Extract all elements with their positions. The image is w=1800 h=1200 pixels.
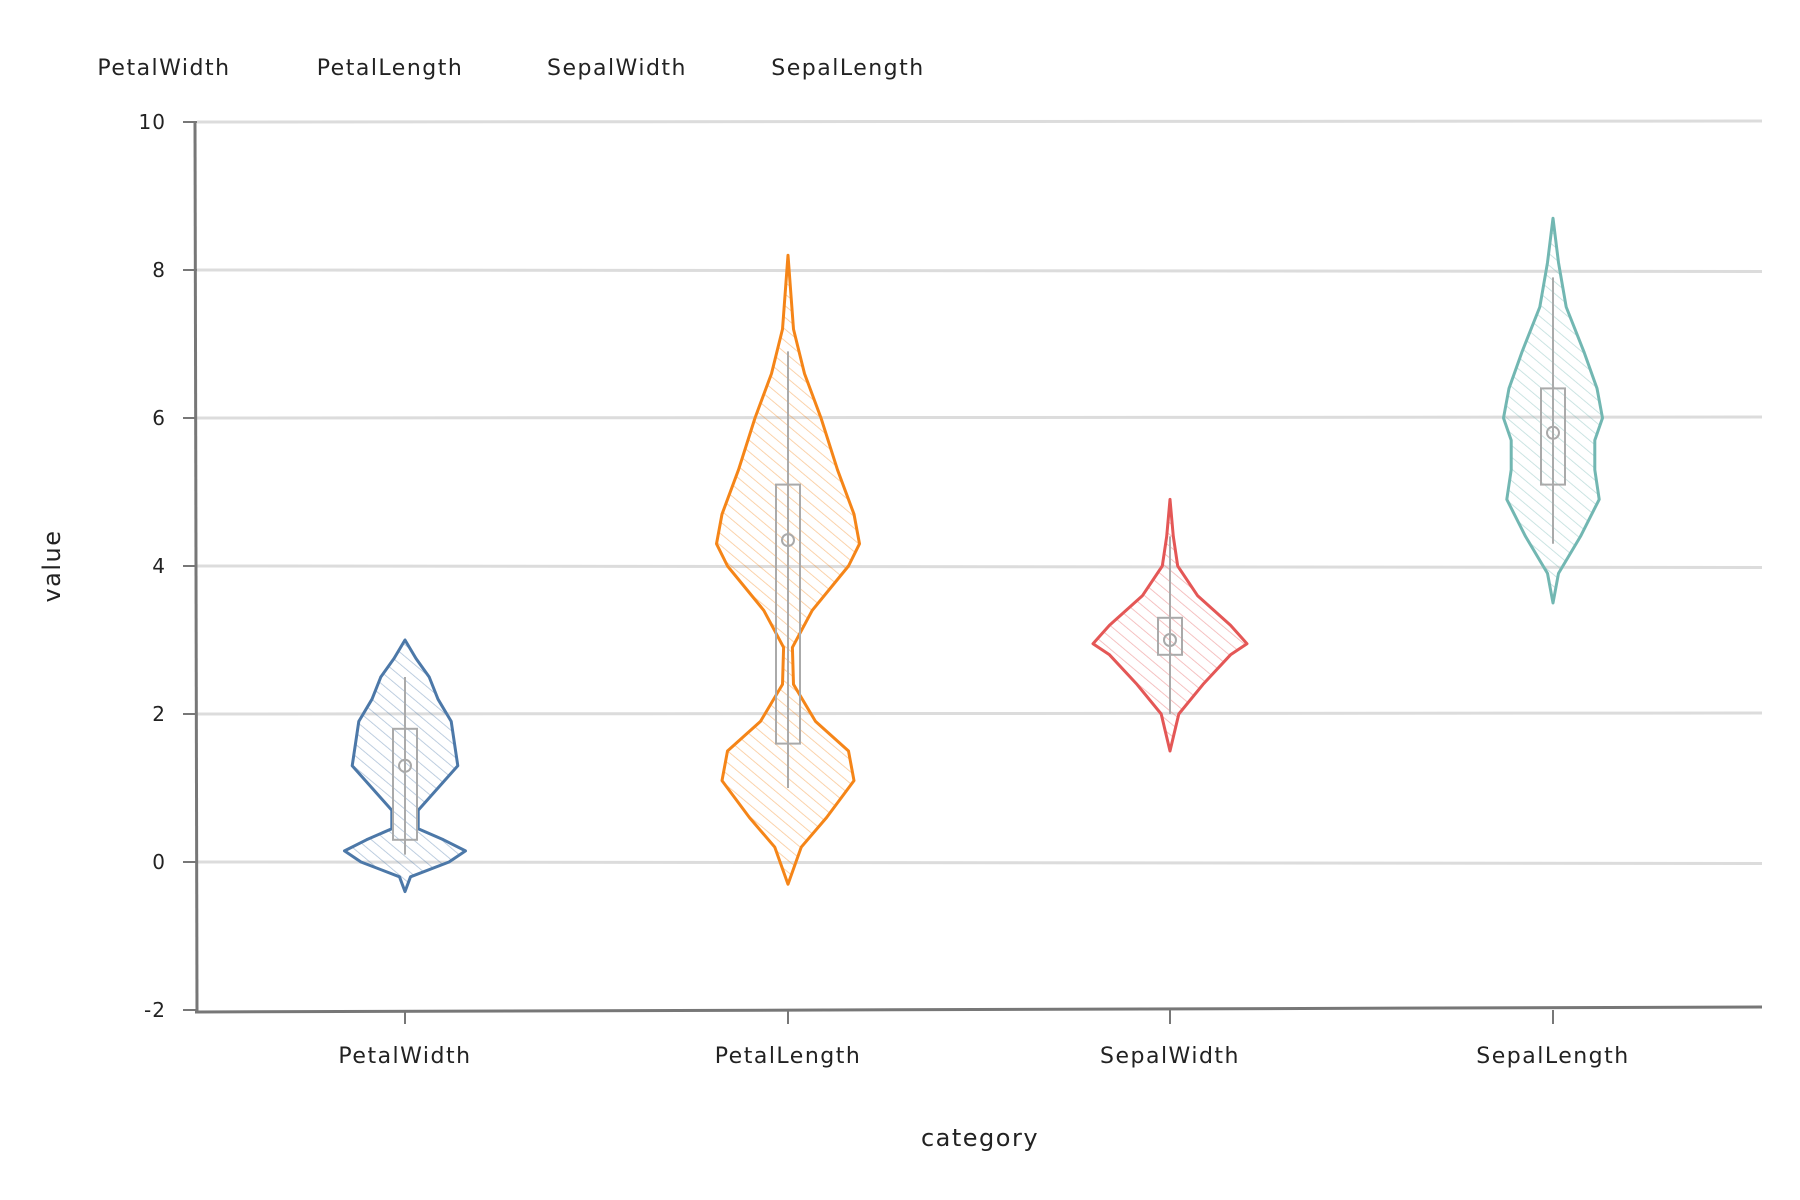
grid-line (196, 711, 1763, 716)
y-tick-label: -2 (144, 998, 166, 1022)
legend-item: SepalLength (771, 56, 924, 81)
y-tick-label: 8 (152, 258, 166, 282)
violins (343, 216, 1604, 894)
median-marker (1546, 425, 1560, 440)
legend: PetalWidth PetalLength SepalWidth SepalLeng… (97, 56, 924, 81)
legend-item: PetalWidth (97, 56, 230, 81)
violin-outline (343, 638, 467, 894)
y-tick-label: 10 (139, 110, 166, 134)
grid-line (196, 415, 1763, 420)
x-tick-label: PetalWidth (338, 1044, 471, 1069)
x-axis-ticks: PetalWidth PetalLength SepalWidth SepalLeng… (338, 1010, 1629, 1069)
violin-PetalWidth (343, 638, 467, 894)
y-tick-label: 6 (152, 406, 166, 430)
y-tick-label: 4 (152, 554, 166, 578)
violin-SepalLength (1502, 216, 1604, 605)
x-tick-label: PetalLength (715, 1044, 862, 1069)
legend-item: SepalWidth (547, 56, 687, 81)
violin-outline (1091, 497, 1249, 753)
y-tick-label: 2 (152, 702, 166, 726)
iqr-box (1157, 616, 1183, 656)
grid-lines (196, 119, 1763, 865)
grid-line (196, 268, 1763, 273)
y-tick-label: 0 (152, 850, 166, 874)
x-tick-label: SepalWidth (1100, 1044, 1240, 1069)
grid-line (196, 564, 1763, 569)
median-marker (781, 533, 795, 548)
iqr-box (1540, 387, 1566, 486)
y-axis-title: value (38, 529, 66, 602)
x-axis-title: category (921, 1124, 1039, 1152)
grid-line (196, 119, 1763, 124)
violin-outline (715, 253, 861, 886)
iqr-box (392, 727, 418, 841)
legend-item: PetalLength (317, 56, 464, 81)
median-marker (398, 758, 412, 773)
x-tick-label: SepalLength (1476, 1044, 1629, 1069)
median-marker (1163, 633, 1177, 647)
y-axis-line (193, 121, 199, 1013)
iqr-box (775, 483, 801, 745)
violin-SepalWidth (1091, 497, 1249, 753)
y-axis-ticks: -2 0 2 4 6 8 10 (139, 110, 197, 1022)
grid-line (196, 860, 1763, 865)
x-axis-line (194, 1005, 1763, 1014)
violin-outline (1502, 216, 1604, 605)
violin-PetalLength (715, 253, 861, 886)
